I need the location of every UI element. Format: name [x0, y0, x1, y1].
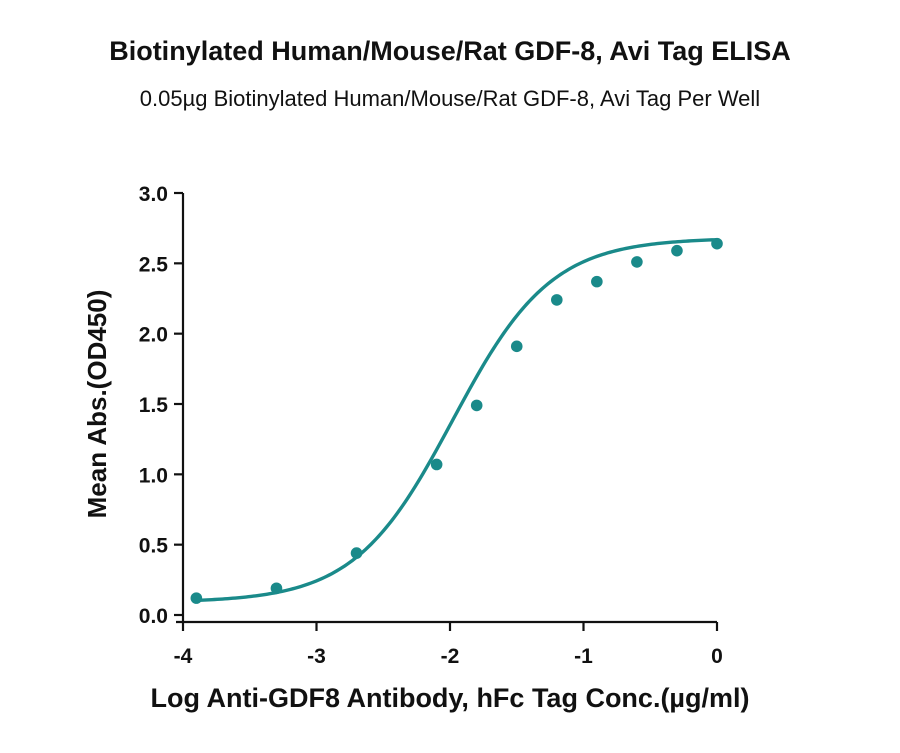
data-point [711, 237, 723, 250]
fit-curve [196, 237, 718, 603]
y-axis-title: Mean Abs.(OD450) [82, 290, 112, 519]
chart-title: Biotinylated Human/Mouse/Rat GDF-8, Avi … [109, 36, 791, 66]
data-point [551, 294, 563, 306]
data-point [510, 340, 523, 353]
data-point [270, 582, 283, 595]
data-point [430, 458, 443, 471]
x-tick-label: -1 [574, 645, 593, 668]
data-points-layer [190, 237, 723, 604]
axes: 0.0 0.5 1.0 1.5 2.0 2.5 3.0 -4 -3 -2 -1 0 [139, 183, 723, 668]
x-tick-label: -2 [441, 645, 460, 668]
y-tick-label: 0.5 [139, 535, 169, 558]
x-tick-label: 0 [711, 645, 723, 668]
x-tick-label: -3 [307, 645, 326, 668]
data-point [591, 275, 603, 288]
data-point [350, 547, 363, 559]
y-tick-label: 2.5 [139, 253, 169, 276]
data-point [470, 399, 483, 412]
data-point [190, 592, 203, 604]
y-tick-label: 3.0 [139, 183, 168, 206]
x-axis-title: Log Anti-GDF8 Antibody, hFc Tag Conc.(µg… [151, 683, 750, 713]
y-tick-label: 1.5 [139, 394, 169, 417]
chart-subtitle: 0.05µg Biotinylated Human/Mouse/Rat GDF-… [139, 86, 761, 111]
y-tick-label: 2.0 [139, 324, 168, 347]
data-point [631, 256, 643, 268]
data-point [671, 244, 683, 257]
y-tick-label: 1.0 [139, 464, 168, 487]
fit-curve-layer [196, 237, 718, 603]
y-tick-label: 0.0 [139, 605, 168, 628]
x-tick-label: -4 [174, 645, 193, 668]
